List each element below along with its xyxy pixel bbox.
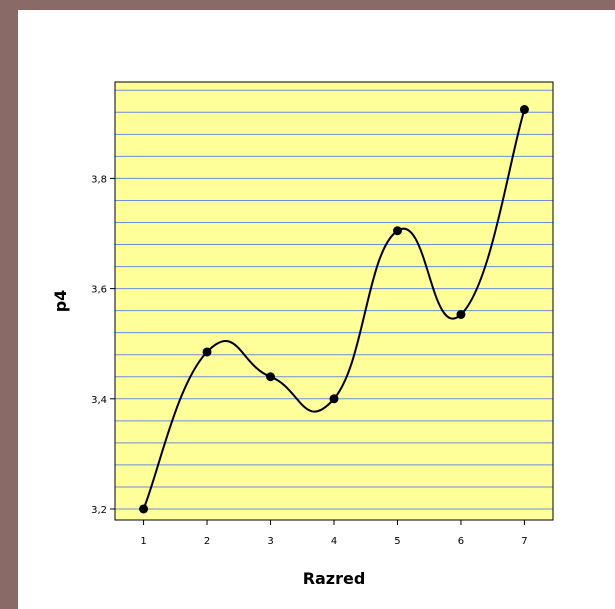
y-axis-title: p4	[51, 290, 70, 313]
x-tick-label: 1	[140, 536, 146, 547]
data-point	[392, 226, 402, 236]
data-point	[139, 504, 149, 514]
data-points	[139, 105, 529, 514]
x-tick-label: 4	[331, 536, 337, 547]
x-axis-ticks: 1 2 3 4 5 6 7	[140, 520, 528, 547]
x-tick-label: 7	[521, 536, 527, 547]
data-point	[202, 347, 212, 357]
data-point	[519, 105, 529, 115]
x-tick-label: 2	[204, 536, 210, 547]
y-tick-label: 3,4	[91, 395, 107, 406]
x-tick-label: 6	[458, 536, 464, 547]
x-axis-title: Razred	[303, 569, 366, 588]
data-point	[329, 394, 339, 404]
y-tick-label: 3,2	[91, 505, 107, 516]
data-point	[266, 372, 276, 382]
y-tick-label: 3,8	[91, 174, 107, 185]
y-axis-ticks: 3,2 3,4 3,6 3,8	[91, 174, 115, 516]
x-tick-label: 3	[267, 536, 273, 547]
y-tick-label: 3,6	[91, 285, 107, 296]
plot-area	[115, 82, 553, 520]
grid-lines	[115, 89, 553, 510]
x-tick-label: 5	[394, 536, 400, 547]
data-point	[456, 309, 466, 319]
